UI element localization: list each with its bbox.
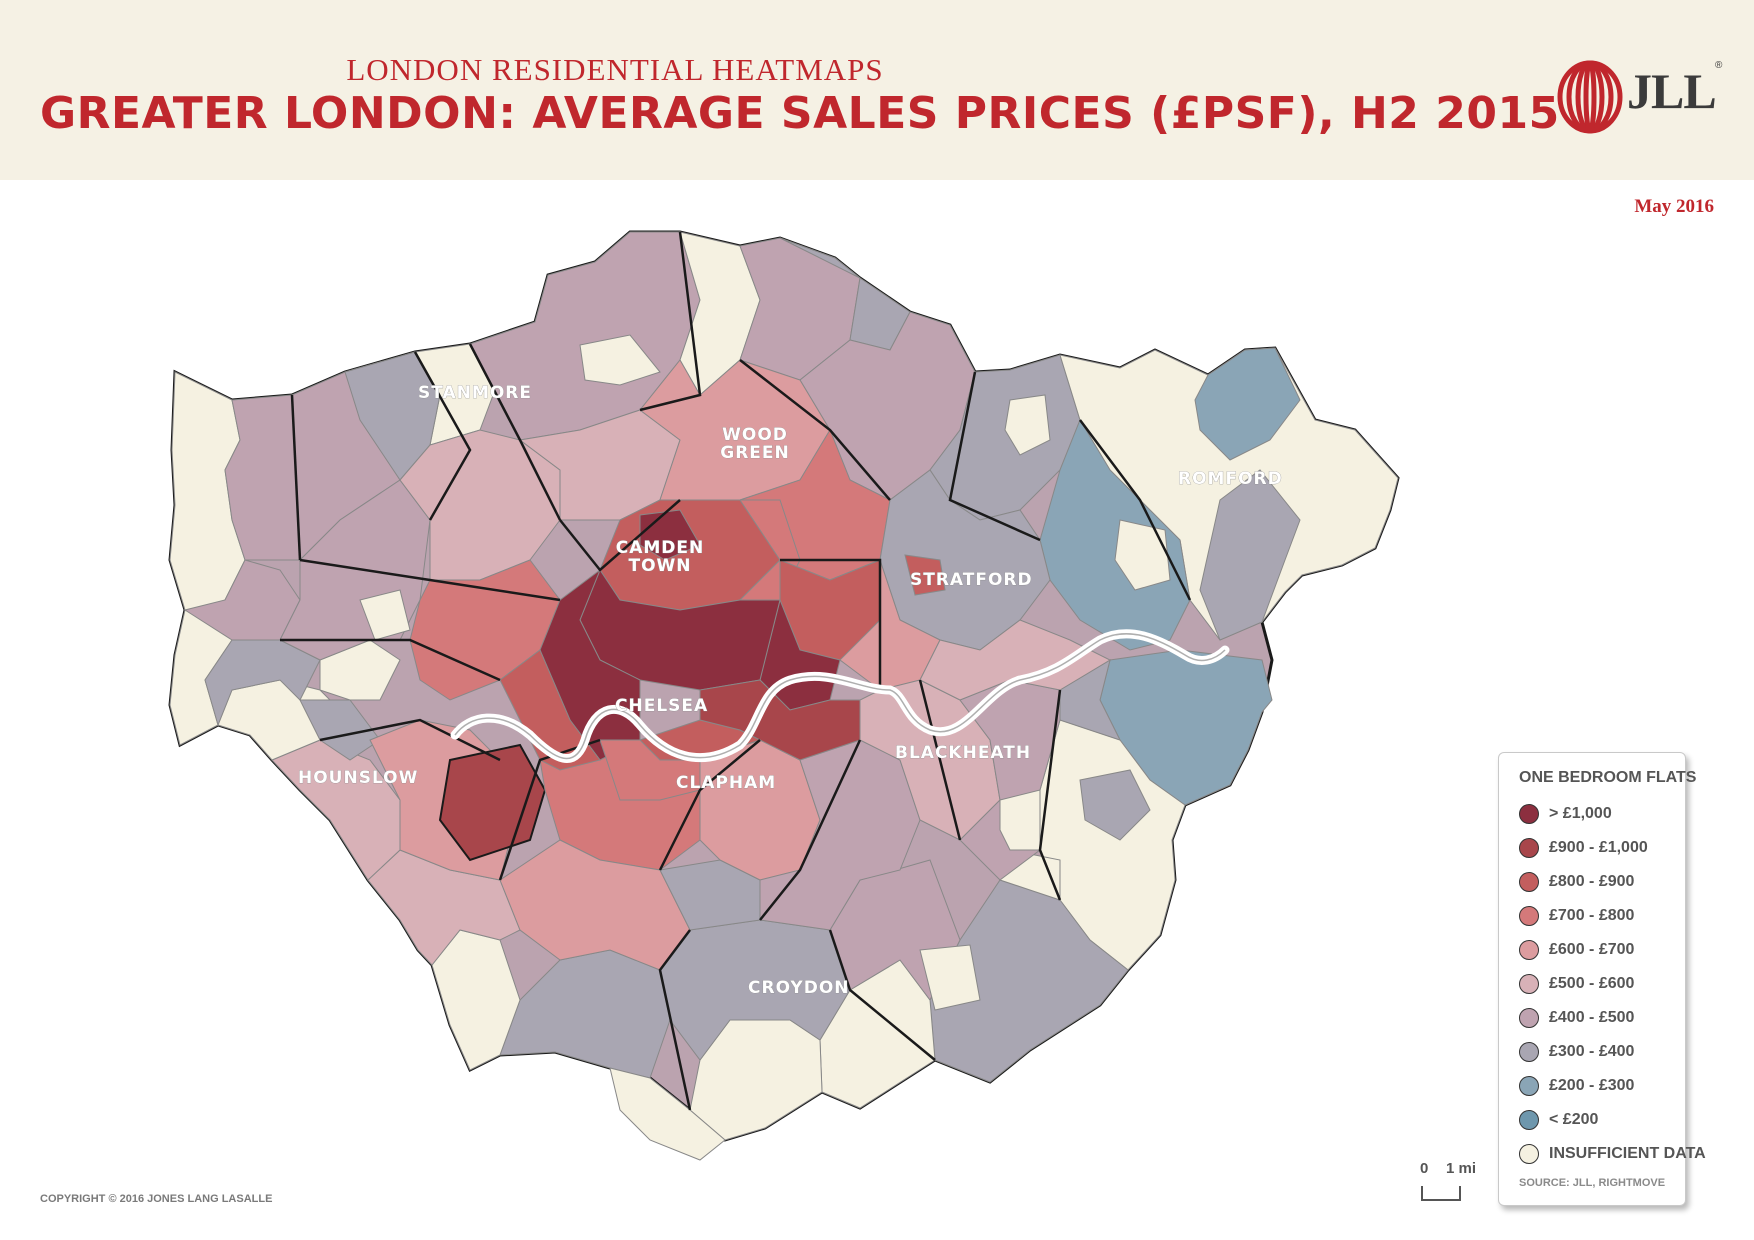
district-hillingdon-south <box>204 639 321 727</box>
legend-swatch <box>1519 974 1539 994</box>
place-label-blackheath: BLACKHEATH <box>895 743 1031 763</box>
legend-swatch <box>1519 940 1539 960</box>
place-label-wood-green: WOOD GREEN <box>720 425 790 463</box>
legend-swatch <box>1519 838 1539 858</box>
place-label-romford: ROMFORD <box>1178 469 1283 489</box>
page-subtitle: LONDON RESIDENTIAL HEATMAPS <box>346 52 884 87</box>
jll-logo: JLL ® <box>1555 58 1725 136</box>
legend-label: £700 - £800 <box>1549 907 1635 924</box>
district-barking-insufficient <box>1114 519 1171 591</box>
district-havering-south <box>1199 469 1301 641</box>
borough-boundaries <box>280 231 1192 1111</box>
legend-swatch <box>1519 804 1539 824</box>
district-hounslow-east <box>299 699 381 761</box>
legend-item: > £1,000 <box>1519 803 1612 825</box>
legend-label: > £1,000 <box>1549 805 1612 822</box>
scale-bar-graphic <box>1421 1186 1461 1201</box>
legend-item: INSUFFICIENT DATA <box>1519 1143 1706 1165</box>
district-woolwich <box>919 619 1112 701</box>
legend-label: £200 - £300 <box>1549 1077 1635 1094</box>
legend-swatch <box>1519 1008 1539 1028</box>
river-thames-edge <box>454 633 1226 760</box>
legend-item: £400 - £500 <box>1519 1007 1634 1029</box>
legend-item: £900 - £1,000 <box>1519 837 1648 859</box>
place-label-camden-town: CAMDEN TOWN <box>616 538 705 576</box>
scale-zero-label: 0 <box>1420 1160 1429 1177</box>
legend-item: £200 - £300 <box>1519 1075 1634 1097</box>
district-sutton-south <box>609 1067 726 1161</box>
legend-item: £800 - £900 <box>1519 871 1634 893</box>
legend-swatch <box>1519 1110 1539 1130</box>
jll-globe-icon <box>1557 60 1623 134</box>
map-legend: ONE BEDROOM FLATS > £1,000 £900 - £1,000… <box>1498 752 1706 1206</box>
scale-unit-label: 1 mi <box>1446 1160 1477 1177</box>
legend-swatch <box>1519 1076 1539 1096</box>
legend-label: INSUFFICIENT DATA <box>1549 1145 1706 1162</box>
legend-swatch <box>1519 1144 1539 1164</box>
legend-label: £800 - £900 <box>1549 873 1635 890</box>
river-thames <box>450 629 1230 763</box>
district-southwark <box>699 679 861 761</box>
copyright-notice: COPYRIGHT © 2016 JONES LANG LASALLE <box>40 1193 273 1205</box>
district-clapham <box>599 739 701 801</box>
place-label-stanmore: STANMORE <box>418 383 532 403</box>
place-label-stratford: STRATFORD <box>910 570 1033 590</box>
legend-label: < £200 <box>1549 1111 1599 1128</box>
legend-swatch <box>1519 1042 1539 1062</box>
district-ealing-north <box>359 589 411 641</box>
page-title: GREATER LONDON: AVERAGE SALES PRICES (£P… <box>40 88 1560 139</box>
legend-swatch <box>1519 906 1539 926</box>
legend-item: < £200 <box>1519 1109 1598 1131</box>
place-label-clapham: CLAPHAM <box>676 773 776 793</box>
district-barnet-insufficient <box>579 334 661 386</box>
publish-date: May 2016 <box>1634 196 1714 217</box>
district-stratford-red <box>904 554 946 596</box>
legend-label: £500 - £600 <box>1549 975 1635 992</box>
legend-item: £700 - £800 <box>1519 905 1634 927</box>
scale-bar: 0 1 mi <box>1418 1160 1488 1206</box>
district-redbridge-insufficient <box>1004 394 1051 456</box>
legend-source: SOURCE: JLL, RIGHTMOVE <box>1519 1177 1666 1189</box>
greater-london-map: STANMORE WOOD GREEN ROMFORD CAMDEN TOWN ST… <box>168 230 1400 1161</box>
legend-item: £300 - £400 <box>1519 1041 1634 1063</box>
legend-label: £300 - £400 <box>1549 1043 1635 1060</box>
district-romford <box>1194 347 1301 461</box>
legend-item: £600 - £700 <box>1519 939 1634 961</box>
jll-logo-text: JLL <box>1627 63 1717 119</box>
district-greenwich-insufficient <box>999 789 1041 851</box>
header-banner: LONDON RESIDENTIAL HEATMAPS GREATER LOND… <box>0 0 1754 180</box>
district-bexley-east <box>1079 769 1151 841</box>
place-label-chelsea: CHELSEA <box>615 696 708 716</box>
legend-title: ONE BEDROOM FLATS <box>1519 769 1697 786</box>
place-label-hounslow: HOUNSLOW <box>298 768 418 788</box>
place-label-croydon: CROYDON <box>748 978 850 998</box>
district-richmond-park <box>438 743 547 862</box>
legend-item: £500 - £600 <box>1519 973 1634 995</box>
legend-label: £900 - £1,000 <box>1549 839 1648 856</box>
legend-label: £600 - £700 <box>1549 941 1635 958</box>
registered-mark: ® <box>1715 60 1723 71</box>
legend-label: £400 - £500 <box>1549 1009 1635 1026</box>
legend-swatch <box>1519 872 1539 892</box>
district-bromley-center <box>919 944 981 1011</box>
district-richmond-south <box>271 739 401 881</box>
